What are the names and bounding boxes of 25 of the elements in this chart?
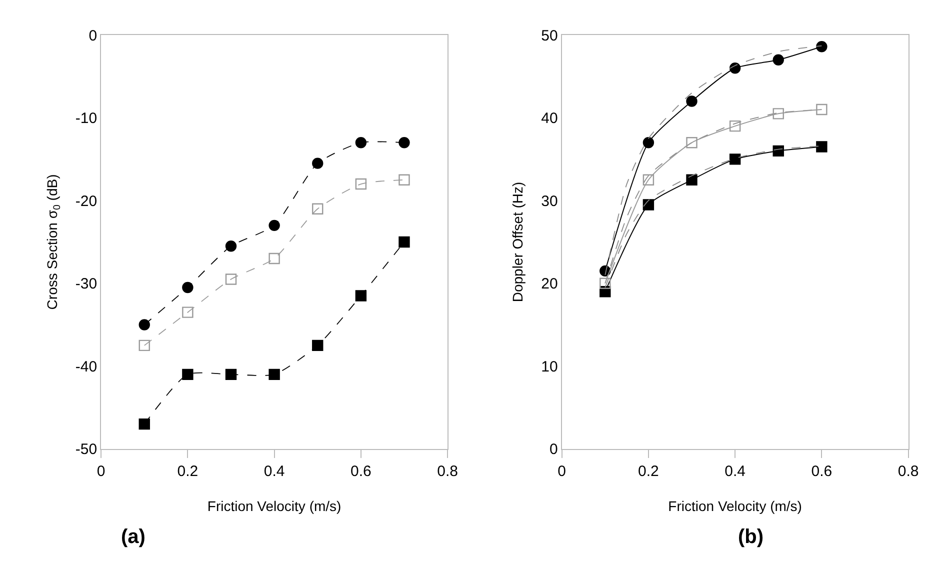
y-tick-label: -50 <box>75 441 98 458</box>
y-tick-label: 30 <box>541 192 558 210</box>
x-axis-title: Friction Velocity (m/s) <box>207 498 342 514</box>
y-tick-label: 40 <box>541 110 558 128</box>
y-tick-label: 50 <box>541 27 558 44</box>
x-tick-label: 0.8 <box>898 462 919 480</box>
text: (b) <box>738 526 764 548</box>
x-tick-label: 0.4 <box>724 462 746 480</box>
text: (a) <box>121 526 146 548</box>
y-tick-label: -20 <box>75 192 98 210</box>
y-axis-title: Doppler Offset (Hz) <box>510 182 526 302</box>
x-tick-label: 0.2 <box>177 462 198 480</box>
x-tick-label: 0.8 <box>437 462 458 480</box>
x-tick-label: 0.6 <box>350 462 372 480</box>
y-tick-label: 20 <box>541 276 558 293</box>
x-tick-label: 0.2 <box>638 462 659 480</box>
x-tick-label: 0.6 <box>811 462 832 480</box>
y-tick-label: 0 <box>88 27 98 44</box>
x-axis-title: Friction Velocity (m/s) <box>668 498 802 514</box>
y-tick-label: -40 <box>75 358 98 376</box>
y-tick-label: -10 <box>75 110 98 128</box>
y-tick-label: 0 <box>549 441 558 458</box>
y-tick-label: -30 <box>75 276 98 293</box>
y-tick-label: 10 <box>541 358 558 376</box>
x-tick-label: 0.4 <box>264 462 285 480</box>
